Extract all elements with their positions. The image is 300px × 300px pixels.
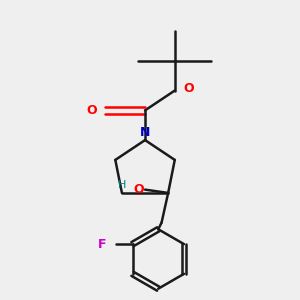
Text: O: O bbox=[133, 183, 144, 196]
Text: F: F bbox=[98, 238, 106, 250]
Text: H: H bbox=[118, 180, 126, 190]
Text: N: N bbox=[140, 126, 150, 140]
Text: O: O bbox=[183, 82, 194, 95]
Text: O: O bbox=[86, 104, 97, 117]
